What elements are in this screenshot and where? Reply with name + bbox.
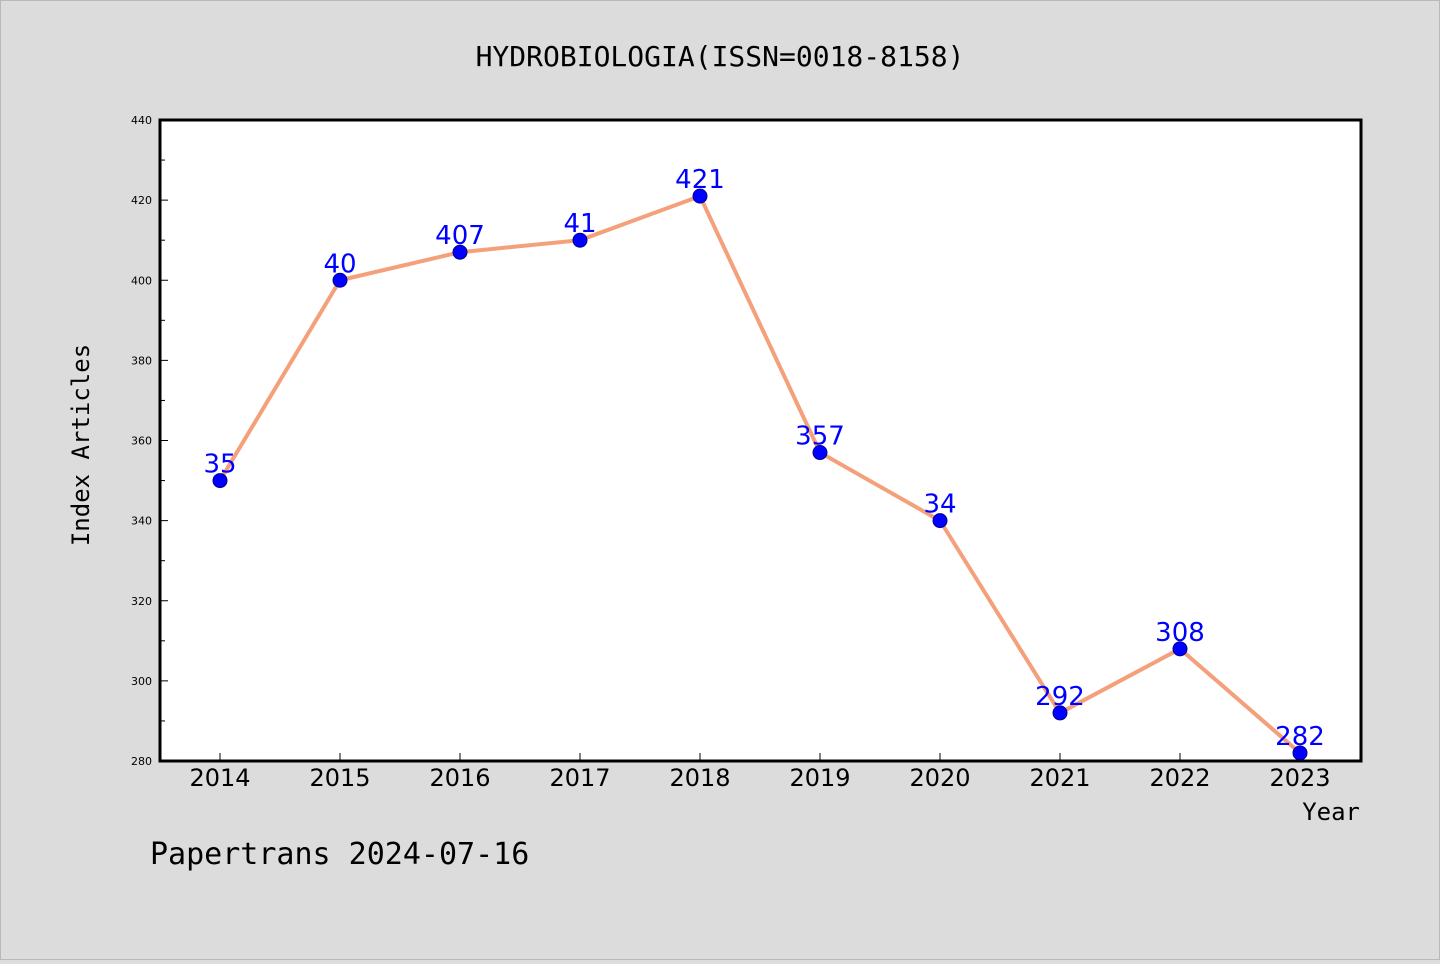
x-axis-label: Year (1302, 798, 1360, 826)
y-tick-label: 440 (131, 114, 152, 127)
data-label: 421 (675, 165, 725, 195)
data-point (812, 445, 828, 461)
y-axis-label: Index Articles (67, 344, 95, 546)
data-point (332, 272, 348, 288)
y-tick-label: 360 (131, 435, 152, 448)
x-tick-label: 2021 (1029, 764, 1090, 792)
plot-area (160, 120, 1361, 761)
y-tick-label: 400 (131, 274, 152, 287)
x-tick-label: 2017 (549, 764, 610, 792)
data-label: 308 (1155, 618, 1205, 648)
x-tick-label: 2015 (309, 764, 370, 792)
data-label: 282 (1275, 722, 1325, 752)
y-tick-label: 420 (131, 194, 152, 207)
data-label: 357 (795, 422, 845, 452)
data-label: 407 (435, 221, 485, 251)
x-tick-label: 2019 (789, 764, 850, 792)
data-label: 34 (923, 490, 956, 520)
data-label: 35 (203, 450, 236, 480)
series-line (218, 194, 1302, 755)
data-point (572, 232, 588, 248)
x-axis-ticks: 2014 2015 2016 2017 2018 2019 2020 2021 2022 2023 (189, 753, 1331, 792)
data-point (212, 473, 228, 489)
x-tick-label: 2020 (909, 764, 970, 792)
y-tick-label: 280 (131, 755, 152, 768)
data-label: 292 (1035, 682, 1085, 712)
plot-frame (158, 118, 1363, 763)
data-point (1172, 641, 1188, 657)
data-point (1052, 705, 1068, 721)
watermark-text: Papertrans 2024-07-16 (150, 837, 529, 872)
data-point (692, 188, 708, 204)
y-tick-label: 320 (131, 595, 152, 608)
data-point (452, 244, 468, 260)
x-tick-label: 2022 (1149, 764, 1210, 792)
x-tick-label: 2014 (189, 764, 250, 792)
y-tick-label: 380 (131, 354, 152, 367)
x-tick-label: 2016 (429, 764, 490, 792)
y-tick-label: 300 (131, 675, 152, 688)
x-tick-label: 2023 (1269, 764, 1330, 792)
y-tick-label: 340 (131, 515, 152, 528)
data-label: 40 (323, 249, 356, 279)
data-point (932, 513, 948, 529)
chart-title: HYDROBIOLOGIA(ISSN=0018-8158) (476, 40, 965, 73)
series-layer: 35 40 407 41 421 357 34 292 308 282 (203, 165, 1325, 761)
data-label: 41 (563, 209, 596, 239)
x-tick-label: 2018 (669, 764, 730, 792)
